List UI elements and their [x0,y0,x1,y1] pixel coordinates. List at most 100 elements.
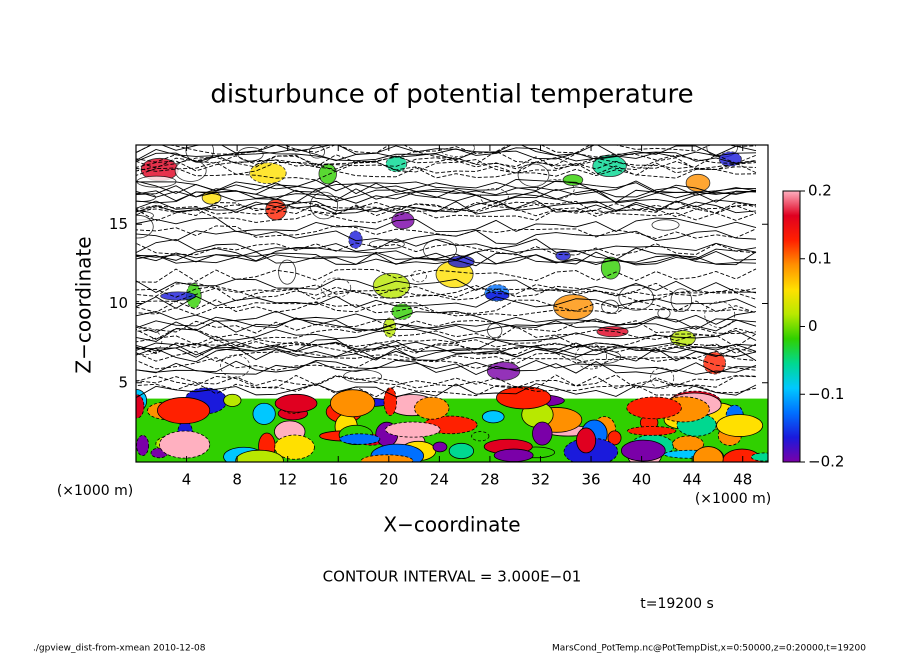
field-blob [383,317,397,338]
field-contour [136,356,757,371]
field-contour [136,301,757,317]
field-blob [481,410,505,424]
field-blob [159,430,211,459]
field-blob [448,442,475,460]
field-contour [136,333,757,348]
field-contour [136,360,757,375]
field-blob [372,272,411,299]
field-blob [360,454,414,462]
field-contour [136,326,757,340]
x-tick-label: 4 [182,471,192,489]
field-blob [432,441,448,453]
field-contour [136,167,757,181]
chart-title: disturbunce of potential temperature [210,80,693,110]
field-contour [136,328,757,342]
x-tick-label: 28 [480,471,499,489]
field-contour [136,229,757,245]
field-contour [136,382,757,398]
footer-left: ./gpview_dist-from-xmean 2010-12-08 [33,644,206,654]
field-blob [750,452,768,462]
field-contour [136,188,757,204]
field-contour [136,238,757,254]
field-blob [517,163,550,187]
field-blob [485,290,510,301]
field-blob [391,303,413,320]
field-blob [223,393,242,407]
field-contour [136,225,757,239]
field-blob [626,396,682,420]
field-contour [136,200,757,215]
field-blob [385,421,441,438]
y-axis-label: Z−coordinate [72,236,96,373]
field-contour [136,350,757,365]
field-contour [136,346,757,361]
field-blob [471,431,490,442]
y-tick-label: 15 [109,215,128,233]
field-contour [136,246,757,262]
x-tick-label: 20 [379,471,398,489]
field-contour [136,319,757,335]
field-blob [487,323,503,339]
field-blob [439,145,475,157]
field-blob [576,427,597,454]
field-blob [274,393,318,413]
field-blob [650,367,675,389]
field-blob [627,426,677,436]
contour-field [136,145,768,462]
field-blob [348,230,363,249]
field-contour [136,310,757,325]
field-blob [703,351,726,375]
x-tick-label: 44 [683,471,702,489]
field-contour [136,147,757,162]
field-contour [136,199,757,213]
field-contour [136,251,757,267]
field-blob [620,439,666,462]
field-contour [136,338,757,353]
x-axis-label: X−coordinate [383,513,520,537]
field-blob [383,387,397,416]
x-tick-label: 48 [733,471,752,489]
y-tick-label: 5 [118,373,128,391]
field-blob [532,421,553,446]
field-blob [651,219,680,231]
field-contour [136,145,757,155]
field-contour [136,278,757,293]
field-blob [136,394,145,419]
field-blob [318,163,337,185]
field-contour [136,251,757,265]
colorbar-tick-label: 0.1 [808,249,832,267]
field-contour [136,180,757,195]
field-contour [136,318,757,333]
x-tick-label: 8 [232,471,242,489]
contour-interval: CONTOUR INTERVAL = 3.000E−01 [323,568,582,586]
field-blob [369,239,405,250]
field-contour [136,285,757,298]
x-tick-label: 16 [329,471,348,489]
colorbar-tick-label: −0.1 [808,385,844,403]
field-blob [136,434,150,457]
field-contour [136,200,757,215]
field-contour [136,161,757,176]
field-blob [274,434,315,460]
x-tick-label: 40 [632,471,651,489]
y-axis-units: (×1000 m) [57,483,133,499]
field-blob [692,446,724,462]
field-contour [136,150,757,166]
field-blob [252,402,276,425]
field-contour [136,208,757,224]
x-tick-label: 36 [581,471,600,489]
field-blob [157,397,211,425]
colorbar-tick-label: −0.2 [808,453,844,471]
field-contour [136,383,757,399]
x-axis-units: (×1000 m) [695,491,771,507]
field-blob [493,448,534,462]
field-blob [716,414,764,437]
field-contour [136,316,757,332]
field-blob [411,270,427,283]
field-blob [343,369,383,384]
field-contour [136,159,757,174]
field-blob [339,433,381,445]
field-blob [329,389,376,418]
field-contour [136,217,757,233]
